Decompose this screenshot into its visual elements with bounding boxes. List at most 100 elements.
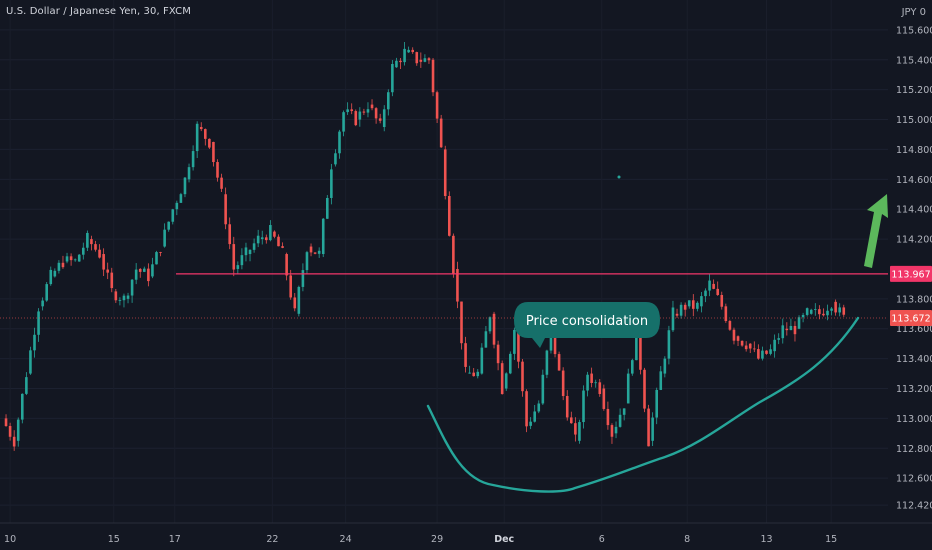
candle-body (492, 313, 496, 345)
candle-body (570, 417, 573, 424)
candle-body (252, 243, 256, 250)
candle-body (472, 372, 475, 377)
candle-body (468, 372, 471, 374)
rounding-bottom-curve (426, 316, 860, 493)
candle-body (338, 131, 341, 154)
candle-body (513, 329, 516, 354)
price-axis[interactable]: 115.600 115.400 115.200 115.000 114.800 114.6… (888, 0, 932, 550)
candle-body (740, 340, 744, 346)
candle-body (228, 224, 231, 245)
candle-body (260, 237, 264, 240)
candle-body (187, 167, 191, 180)
price-tick-label: 112.420 (896, 501, 932, 512)
currency-label[interactable]: JPY 0 (902, 7, 926, 18)
candle-body (232, 244, 236, 270)
time-tick-label: 22 (266, 534, 278, 545)
candle-body (834, 301, 837, 313)
candle-body (98, 249, 101, 258)
candle-body (334, 153, 337, 165)
current-price-label-bg (890, 309, 932, 326)
candle-body (423, 58, 427, 62)
candle-body (521, 361, 524, 392)
candle-body (606, 408, 610, 426)
candle-body (248, 249, 252, 255)
candle-body (687, 300, 691, 307)
candle-body (122, 295, 126, 301)
candle-body (159, 252, 162, 253)
candle-body (553, 328, 557, 355)
currency-suffix: 0 (919, 7, 926, 18)
candle-body (199, 127, 203, 130)
candle-body (578, 422, 581, 441)
candle-body (277, 236, 280, 247)
candle-body (655, 389, 658, 418)
time-axis[interactable]: 10 15 17 22 24 29 Dec 6 8 13 15 (0, 522, 932, 545)
time-tick-label: 24 (340, 534, 352, 545)
candle-body (69, 256, 73, 261)
candle-body (175, 202, 179, 210)
candle-body (720, 294, 724, 307)
candle-body (667, 330, 671, 359)
candle-body (838, 307, 841, 313)
candle-body (134, 269, 138, 280)
candle-body (639, 328, 642, 370)
symbol-title[interactable]: U.S. Dollar / Japanese Yen, 30, FXCM (6, 6, 191, 17)
current-price-label: 113.672 (891, 313, 930, 324)
candle-body (293, 297, 297, 309)
candle-body (244, 247, 248, 256)
candle-body (204, 129, 207, 139)
candle-body (350, 109, 353, 112)
candle-body (171, 209, 175, 222)
candle-body (4, 418, 8, 427)
candle-body (574, 423, 577, 435)
candle-body (269, 225, 272, 241)
price-tick-label: 113.600 (896, 324, 932, 335)
candle-body (346, 109, 349, 113)
candlestick-series[interactable] (4, 41, 846, 451)
candle-body (163, 229, 166, 247)
candle-body (37, 311, 40, 335)
candle-body (565, 395, 569, 418)
candle-body (439, 118, 443, 148)
candle-body (753, 348, 756, 350)
price-tick-label: 114.400 (896, 205, 932, 216)
time-tick-label: 15 (825, 534, 837, 545)
candle-body (143, 268, 146, 272)
time-tick-label: 10 (4, 534, 16, 545)
resistance-price-label: 113.967 (891, 269, 930, 280)
candle-body (545, 350, 549, 375)
candle-body (387, 92, 390, 110)
candle-body (90, 239, 93, 245)
candle-body (801, 314, 805, 318)
candle-body (378, 118, 382, 121)
price-tick-label: 115.600 (896, 25, 932, 36)
candle-body (533, 411, 536, 422)
candle-body (354, 111, 358, 126)
candle-body (370, 104, 374, 109)
candle-body (712, 283, 715, 289)
time-tick-label: 29 (431, 534, 443, 545)
candle-body (61, 262, 65, 268)
candle-body (236, 265, 240, 269)
candle-body (29, 350, 32, 374)
candle-body (317, 250, 321, 254)
candle-body (529, 421, 532, 426)
candle-body (216, 162, 219, 178)
candle-body (626, 373, 630, 404)
candle-body (118, 300, 122, 301)
candle-body (297, 286, 301, 314)
candle-body (622, 408, 626, 415)
candle-body (643, 369, 646, 409)
candle-body (102, 254, 105, 270)
price-tick-label: 113.400 (896, 354, 932, 365)
candle-body (769, 349, 772, 354)
candle-body (708, 280, 711, 291)
candle-body (748, 343, 752, 349)
candle-body (777, 338, 780, 340)
candle-body (151, 264, 154, 277)
callout-label: Price consolidation (526, 314, 648, 329)
candle-body (797, 317, 801, 329)
price-tick-label: 113.000 (896, 414, 932, 425)
candle-body (138, 268, 142, 272)
